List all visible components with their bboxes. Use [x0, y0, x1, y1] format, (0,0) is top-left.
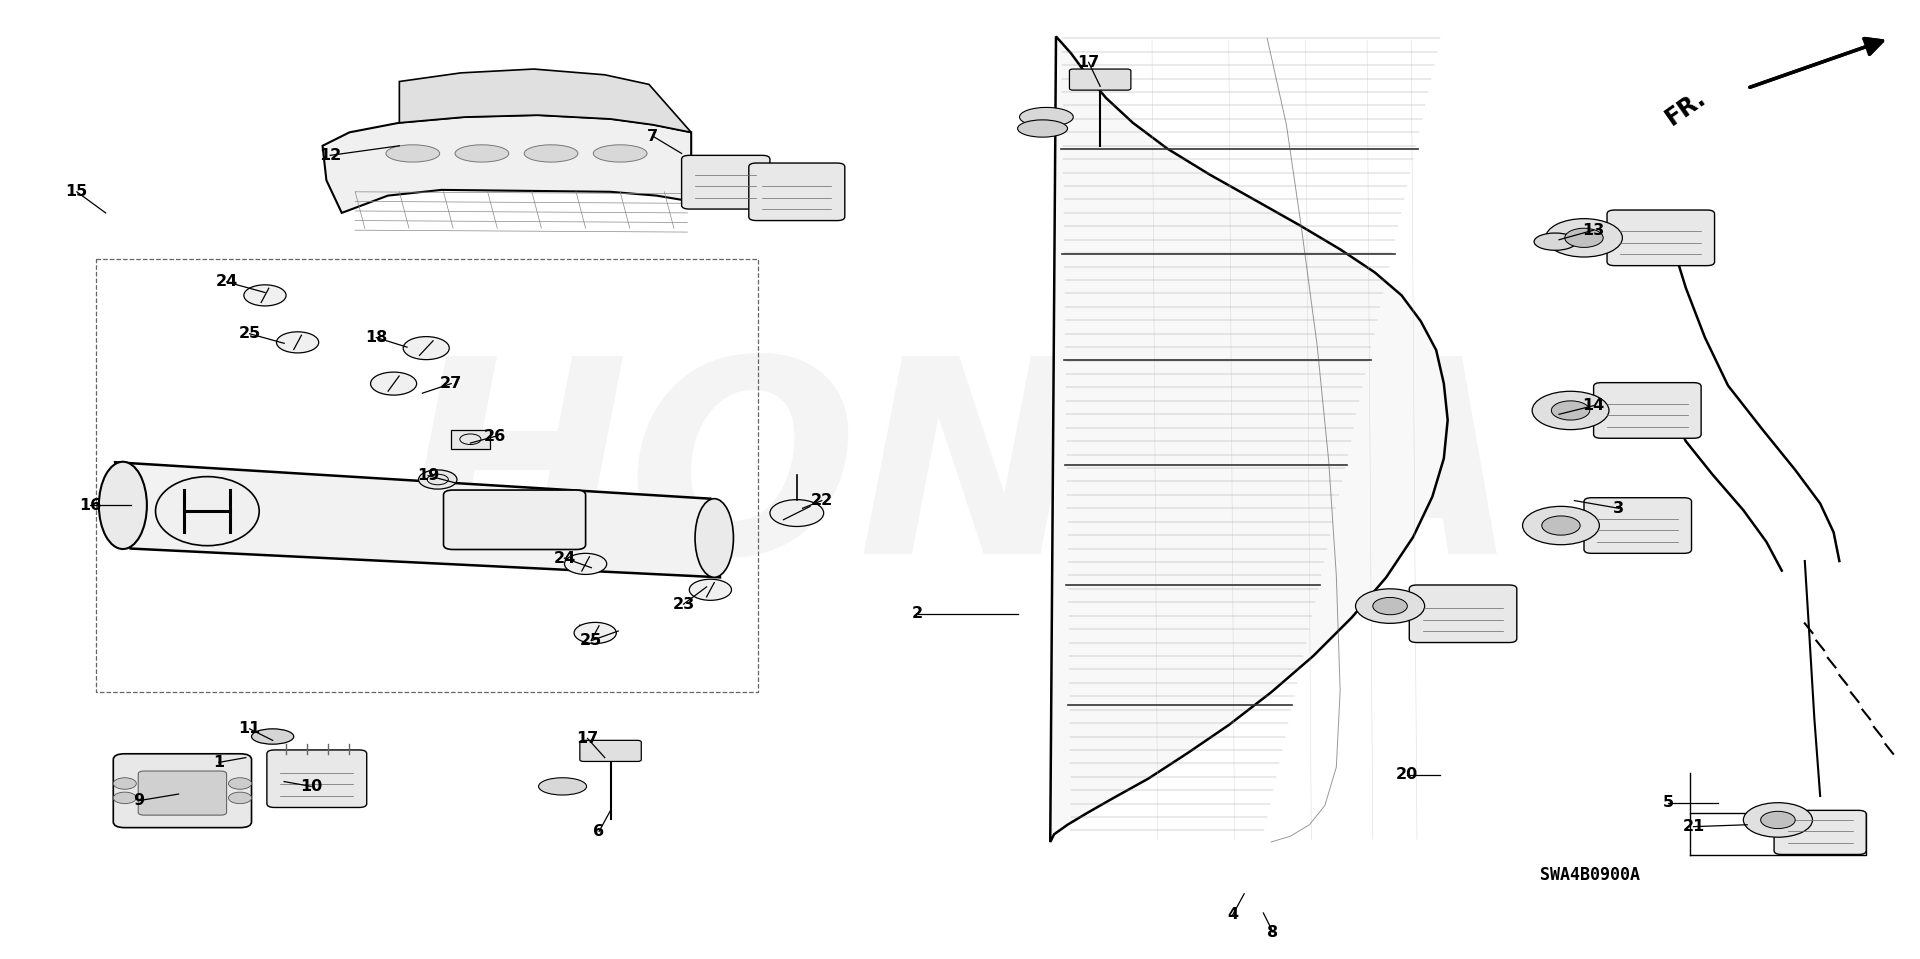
Circle shape	[770, 500, 824, 526]
Text: 17: 17	[1077, 55, 1100, 70]
Circle shape	[1356, 589, 1425, 623]
Text: 5: 5	[1663, 795, 1674, 810]
Circle shape	[1551, 401, 1590, 420]
Text: 23: 23	[672, 596, 695, 612]
Ellipse shape	[1018, 120, 1068, 137]
FancyBboxPatch shape	[1594, 383, 1701, 438]
Circle shape	[1373, 597, 1407, 615]
FancyBboxPatch shape	[1584, 498, 1692, 553]
FancyBboxPatch shape	[267, 750, 367, 807]
Polygon shape	[115, 462, 720, 577]
Circle shape	[564, 553, 607, 574]
Circle shape	[1743, 803, 1812, 837]
Ellipse shape	[524, 145, 578, 162]
Ellipse shape	[695, 499, 733, 577]
FancyBboxPatch shape	[749, 163, 845, 221]
Text: 2: 2	[912, 606, 924, 621]
Ellipse shape	[593, 145, 647, 162]
Text: 4: 4	[1227, 907, 1238, 923]
Text: 24: 24	[215, 274, 238, 290]
Circle shape	[419, 470, 457, 489]
Text: 19: 19	[417, 468, 440, 483]
Text: 22: 22	[810, 493, 833, 508]
Polygon shape	[1050, 36, 1448, 842]
Text: 18: 18	[365, 330, 388, 345]
Ellipse shape	[1020, 107, 1073, 127]
Text: 21: 21	[1682, 819, 1705, 834]
Text: 26: 26	[484, 429, 507, 444]
FancyBboxPatch shape	[580, 740, 641, 761]
Circle shape	[1546, 219, 1622, 257]
Ellipse shape	[100, 462, 146, 549]
Text: 12: 12	[319, 148, 342, 163]
Circle shape	[371, 372, 417, 395]
Ellipse shape	[156, 477, 259, 546]
Circle shape	[276, 332, 319, 353]
Circle shape	[1532, 391, 1609, 430]
Circle shape	[113, 792, 136, 804]
FancyBboxPatch shape	[1409, 585, 1517, 643]
Text: HONDA: HONDA	[401, 348, 1519, 611]
Text: 27: 27	[440, 376, 463, 391]
Text: 10: 10	[300, 779, 323, 794]
Text: 14: 14	[1582, 398, 1605, 413]
Text: 15: 15	[65, 184, 88, 199]
Circle shape	[689, 579, 732, 600]
Text: 25: 25	[238, 326, 261, 341]
Text: 11: 11	[238, 721, 261, 737]
Text: 8: 8	[1267, 924, 1279, 940]
Text: SWA4B0900A: SWA4B0900A	[1540, 866, 1640, 883]
Circle shape	[403, 337, 449, 360]
FancyBboxPatch shape	[1607, 210, 1715, 266]
Ellipse shape	[1534, 233, 1576, 250]
FancyBboxPatch shape	[1774, 810, 1866, 854]
Circle shape	[244, 285, 286, 306]
Circle shape	[1542, 516, 1580, 535]
Circle shape	[228, 778, 252, 789]
FancyBboxPatch shape	[444, 490, 586, 550]
Text: 1: 1	[213, 755, 225, 770]
Circle shape	[574, 622, 616, 643]
Circle shape	[1565, 228, 1603, 247]
Text: 25: 25	[580, 633, 603, 648]
Ellipse shape	[252, 729, 294, 744]
Circle shape	[113, 778, 136, 789]
Text: 9: 9	[132, 793, 144, 808]
Polygon shape	[323, 115, 691, 213]
Circle shape	[228, 792, 252, 804]
FancyBboxPatch shape	[1069, 69, 1131, 90]
Text: 6: 6	[593, 824, 605, 839]
Text: 17: 17	[576, 731, 599, 746]
Text: 3: 3	[1613, 501, 1624, 516]
FancyBboxPatch shape	[682, 155, 770, 209]
Polygon shape	[399, 69, 691, 132]
Circle shape	[1761, 811, 1795, 829]
FancyBboxPatch shape	[138, 771, 227, 815]
Ellipse shape	[455, 145, 509, 162]
Ellipse shape	[538, 778, 588, 795]
Ellipse shape	[386, 145, 440, 162]
Text: 24: 24	[553, 550, 576, 566]
Circle shape	[1523, 506, 1599, 545]
Text: 13: 13	[1582, 222, 1605, 238]
FancyBboxPatch shape	[113, 754, 252, 828]
Text: 16: 16	[79, 498, 102, 513]
Text: 7: 7	[647, 129, 659, 144]
Text: 20: 20	[1396, 767, 1419, 783]
Text: FR.: FR.	[1661, 85, 1711, 129]
FancyBboxPatch shape	[451, 430, 490, 449]
